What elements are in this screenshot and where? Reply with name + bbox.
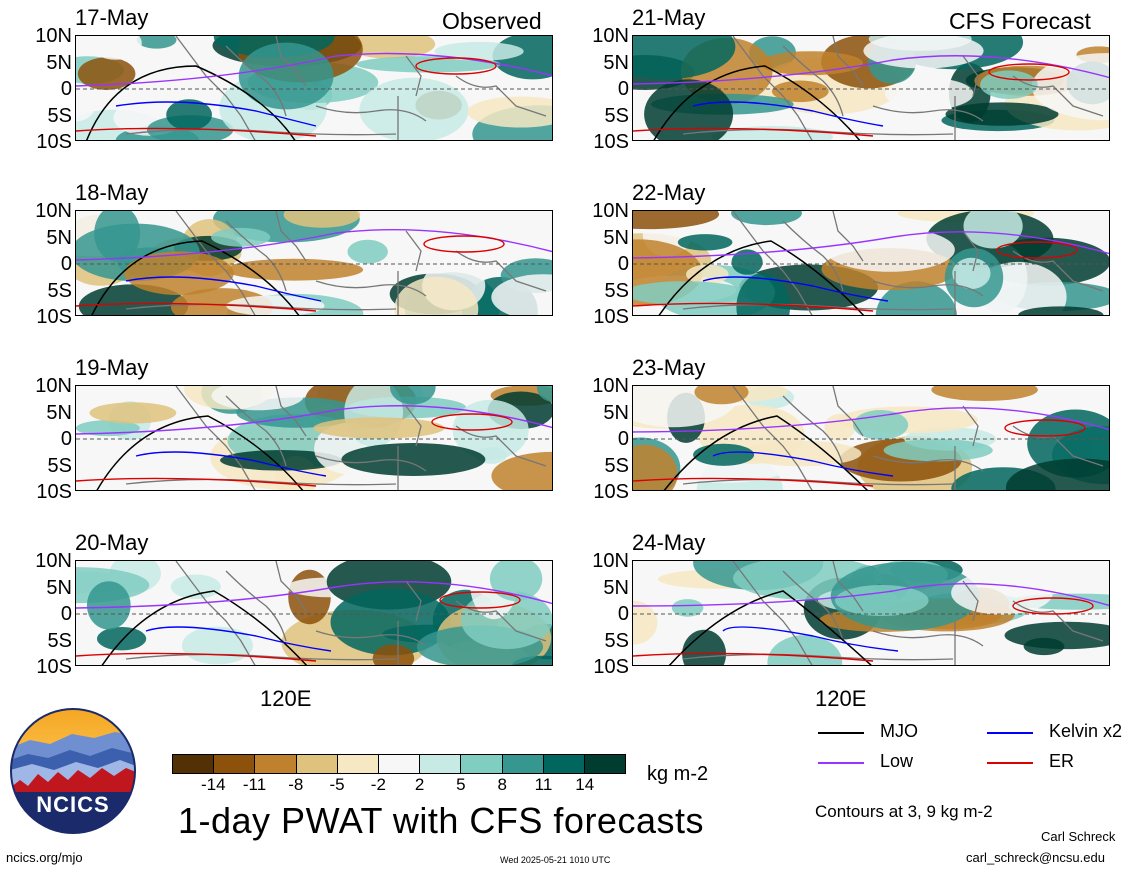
- footer-url[interactable]: ncics.org/mjo: [6, 850, 83, 865]
- lat-label-right-0-2: 0: [617, 78, 629, 100]
- panel-date-right-1: 22-May: [632, 180, 706, 205]
- footer-email: carl_schreck@ncsu.edu: [966, 850, 1105, 865]
- lat-label-left-3-1: 5N: [46, 576, 72, 599]
- lat-label-right-3-0: 10N: [592, 550, 629, 572]
- lat-label-right-2-0: 10N: [592, 375, 629, 397]
- map-panel-left-0: [75, 35, 553, 141]
- colorbar-segment-4: [337, 755, 379, 773]
- colorbar-segment-6: [420, 755, 462, 773]
- lat-label-left-3-0: 10N: [35, 550, 72, 572]
- colorbar-tick-7: 8: [497, 775, 507, 794]
- colorbar-tick-0: -14: [200, 775, 226, 794]
- legend-label-0: MJO: [880, 721, 918, 741]
- lat-label-right-2-2: 0: [617, 428, 629, 450]
- lat-label-right-2-4: 10S: [593, 481, 629, 503]
- lat-label-right-0-0: 10N: [592, 25, 629, 47]
- lat-label-left-2-3: 5S: [47, 454, 72, 477]
- panel-date-right-0: 21-May: [632, 5, 706, 30]
- legend-label-3: ER: [1049, 751, 1075, 771]
- lat-label-left-0-2: 0: [60, 78, 72, 100]
- colorbar-segment-5: [378, 755, 421, 773]
- lat-label-left-2-1: 5N: [46, 401, 72, 424]
- panel-date-right-3: 24-May: [632, 530, 706, 555]
- colorbar-tick-1: -11: [242, 775, 267, 794]
- lat-label-left-3-2: 0: [60, 603, 72, 625]
- colorbar-segment-1: [214, 755, 256, 773]
- panel-date-left-2: 19-May: [75, 355, 149, 380]
- colorbar-units: kg m-2: [647, 763, 709, 785]
- logo-text: NCICS: [36, 792, 110, 817]
- lat-label-right-3-2: 0: [617, 603, 629, 625]
- lat-label-left-0-4: 10S: [36, 131, 72, 153]
- lat-label-right-0-3: 5S: [604, 104, 629, 127]
- panel-date-left-0: 17-May: [75, 5, 149, 30]
- colorbar-tick-5: 2: [414, 775, 425, 794]
- contours-note: Contours at 3, 9 kg m-2: [815, 802, 993, 821]
- legend-line-0: [818, 732, 864, 734]
- lat-label-left-2-2: 0: [60, 428, 72, 450]
- map-panel-left-2: [75, 385, 553, 491]
- colorbar-tick-2: -8: [288, 775, 304, 794]
- colorbar-segment-0: [173, 755, 215, 773]
- lat-label-left-1-4: 10S: [36, 306, 72, 328]
- colorbar-tick-6: 5: [456, 775, 466, 794]
- footer-timestamp: Wed 2025-05-21 1010 UTC: [500, 855, 611, 865]
- lat-label-right-1-1: 5N: [603, 226, 629, 249]
- lat-label-right-1-4: 10S: [593, 306, 629, 328]
- lat-label-right-0-1: 5N: [603, 51, 629, 74]
- map-panel-right-0: [632, 35, 1110, 141]
- legend-label-1: Kelvin x2: [1049, 721, 1123, 741]
- lat-label-left-0-1: 5N: [46, 51, 72, 74]
- lat-label-right-3-1: 5N: [603, 576, 629, 599]
- colorbar-tick-4: -2: [370, 775, 386, 794]
- panel-date-left-1: 18-May: [75, 180, 149, 205]
- panel-date-right-2: 23-May: [632, 355, 706, 380]
- forecast-header: CFS Forecast: [949, 8, 1091, 34]
- lat-label-left-1-2: 0: [60, 253, 72, 275]
- lat-label-right-2-3: 5S: [604, 454, 629, 477]
- lat-label-left-2-0: 10N: [35, 375, 72, 397]
- lat-label-right-1-3: 5S: [604, 279, 629, 302]
- observed-header: Observed: [442, 8, 542, 34]
- lat-label-left-0-0: 10N: [35, 25, 72, 47]
- panel-date-left-3: 20-May: [75, 530, 149, 555]
- colorbar-segment-7: [461, 755, 503, 773]
- colorbar-segment-8: [502, 755, 544, 773]
- lon-label-right: 120E: [815, 686, 867, 711]
- colorbar-segment-10: [584, 755, 626, 773]
- colorbar-tick-9: 14: [575, 775, 595, 794]
- colorbar: [172, 754, 626, 774]
- lat-label-left-3-3: 5S: [47, 629, 72, 652]
- colorbar-segment-2: [255, 755, 297, 773]
- map-panel-right-2: [632, 385, 1110, 491]
- lat-label-right-1-0: 10N: [592, 200, 629, 222]
- lat-label-left-0-3: 5S: [47, 104, 72, 127]
- colorbar-segment-3: [296, 755, 338, 773]
- colorbar-tick-8: 11: [534, 775, 553, 794]
- lat-label-right-2-1: 5N: [603, 401, 629, 424]
- lat-label-left-3-4: 10S: [36, 656, 72, 678]
- lat-label-left-2-4: 10S: [36, 481, 72, 503]
- lat-label-right-1-2: 0: [617, 253, 629, 275]
- map-panel-right-1: [632, 210, 1110, 316]
- ncics-logo: NCICS: [10, 708, 136, 834]
- legend-line-2: [818, 762, 864, 764]
- lat-label-right-0-4: 10S: [593, 131, 629, 153]
- lat-label-right-3-4: 10S: [593, 656, 629, 678]
- legend-label-2: Low: [880, 751, 914, 771]
- figure-title: 1-day PWAT with CFS forecasts: [178, 800, 704, 841]
- colorbar-segment-9: [543, 755, 585, 773]
- map-panel-right-3: [632, 560, 1110, 666]
- legend-line-1: [987, 732, 1033, 734]
- map-panel-left-3: [75, 560, 553, 666]
- colorbar-tick-3: -5: [329, 775, 345, 794]
- lat-label-left-1-3: 5S: [47, 279, 72, 302]
- lat-label-right-3-3: 5S: [604, 629, 629, 652]
- lat-label-left-1-0: 10N: [35, 200, 72, 222]
- map-panel-left-1: [75, 210, 553, 316]
- lat-label-left-1-1: 5N: [46, 226, 72, 249]
- footer-author: Carl Schreck: [1041, 829, 1116, 844]
- lon-label-left: 120E: [260, 686, 312, 711]
- legend-line-3: [987, 762, 1033, 764]
